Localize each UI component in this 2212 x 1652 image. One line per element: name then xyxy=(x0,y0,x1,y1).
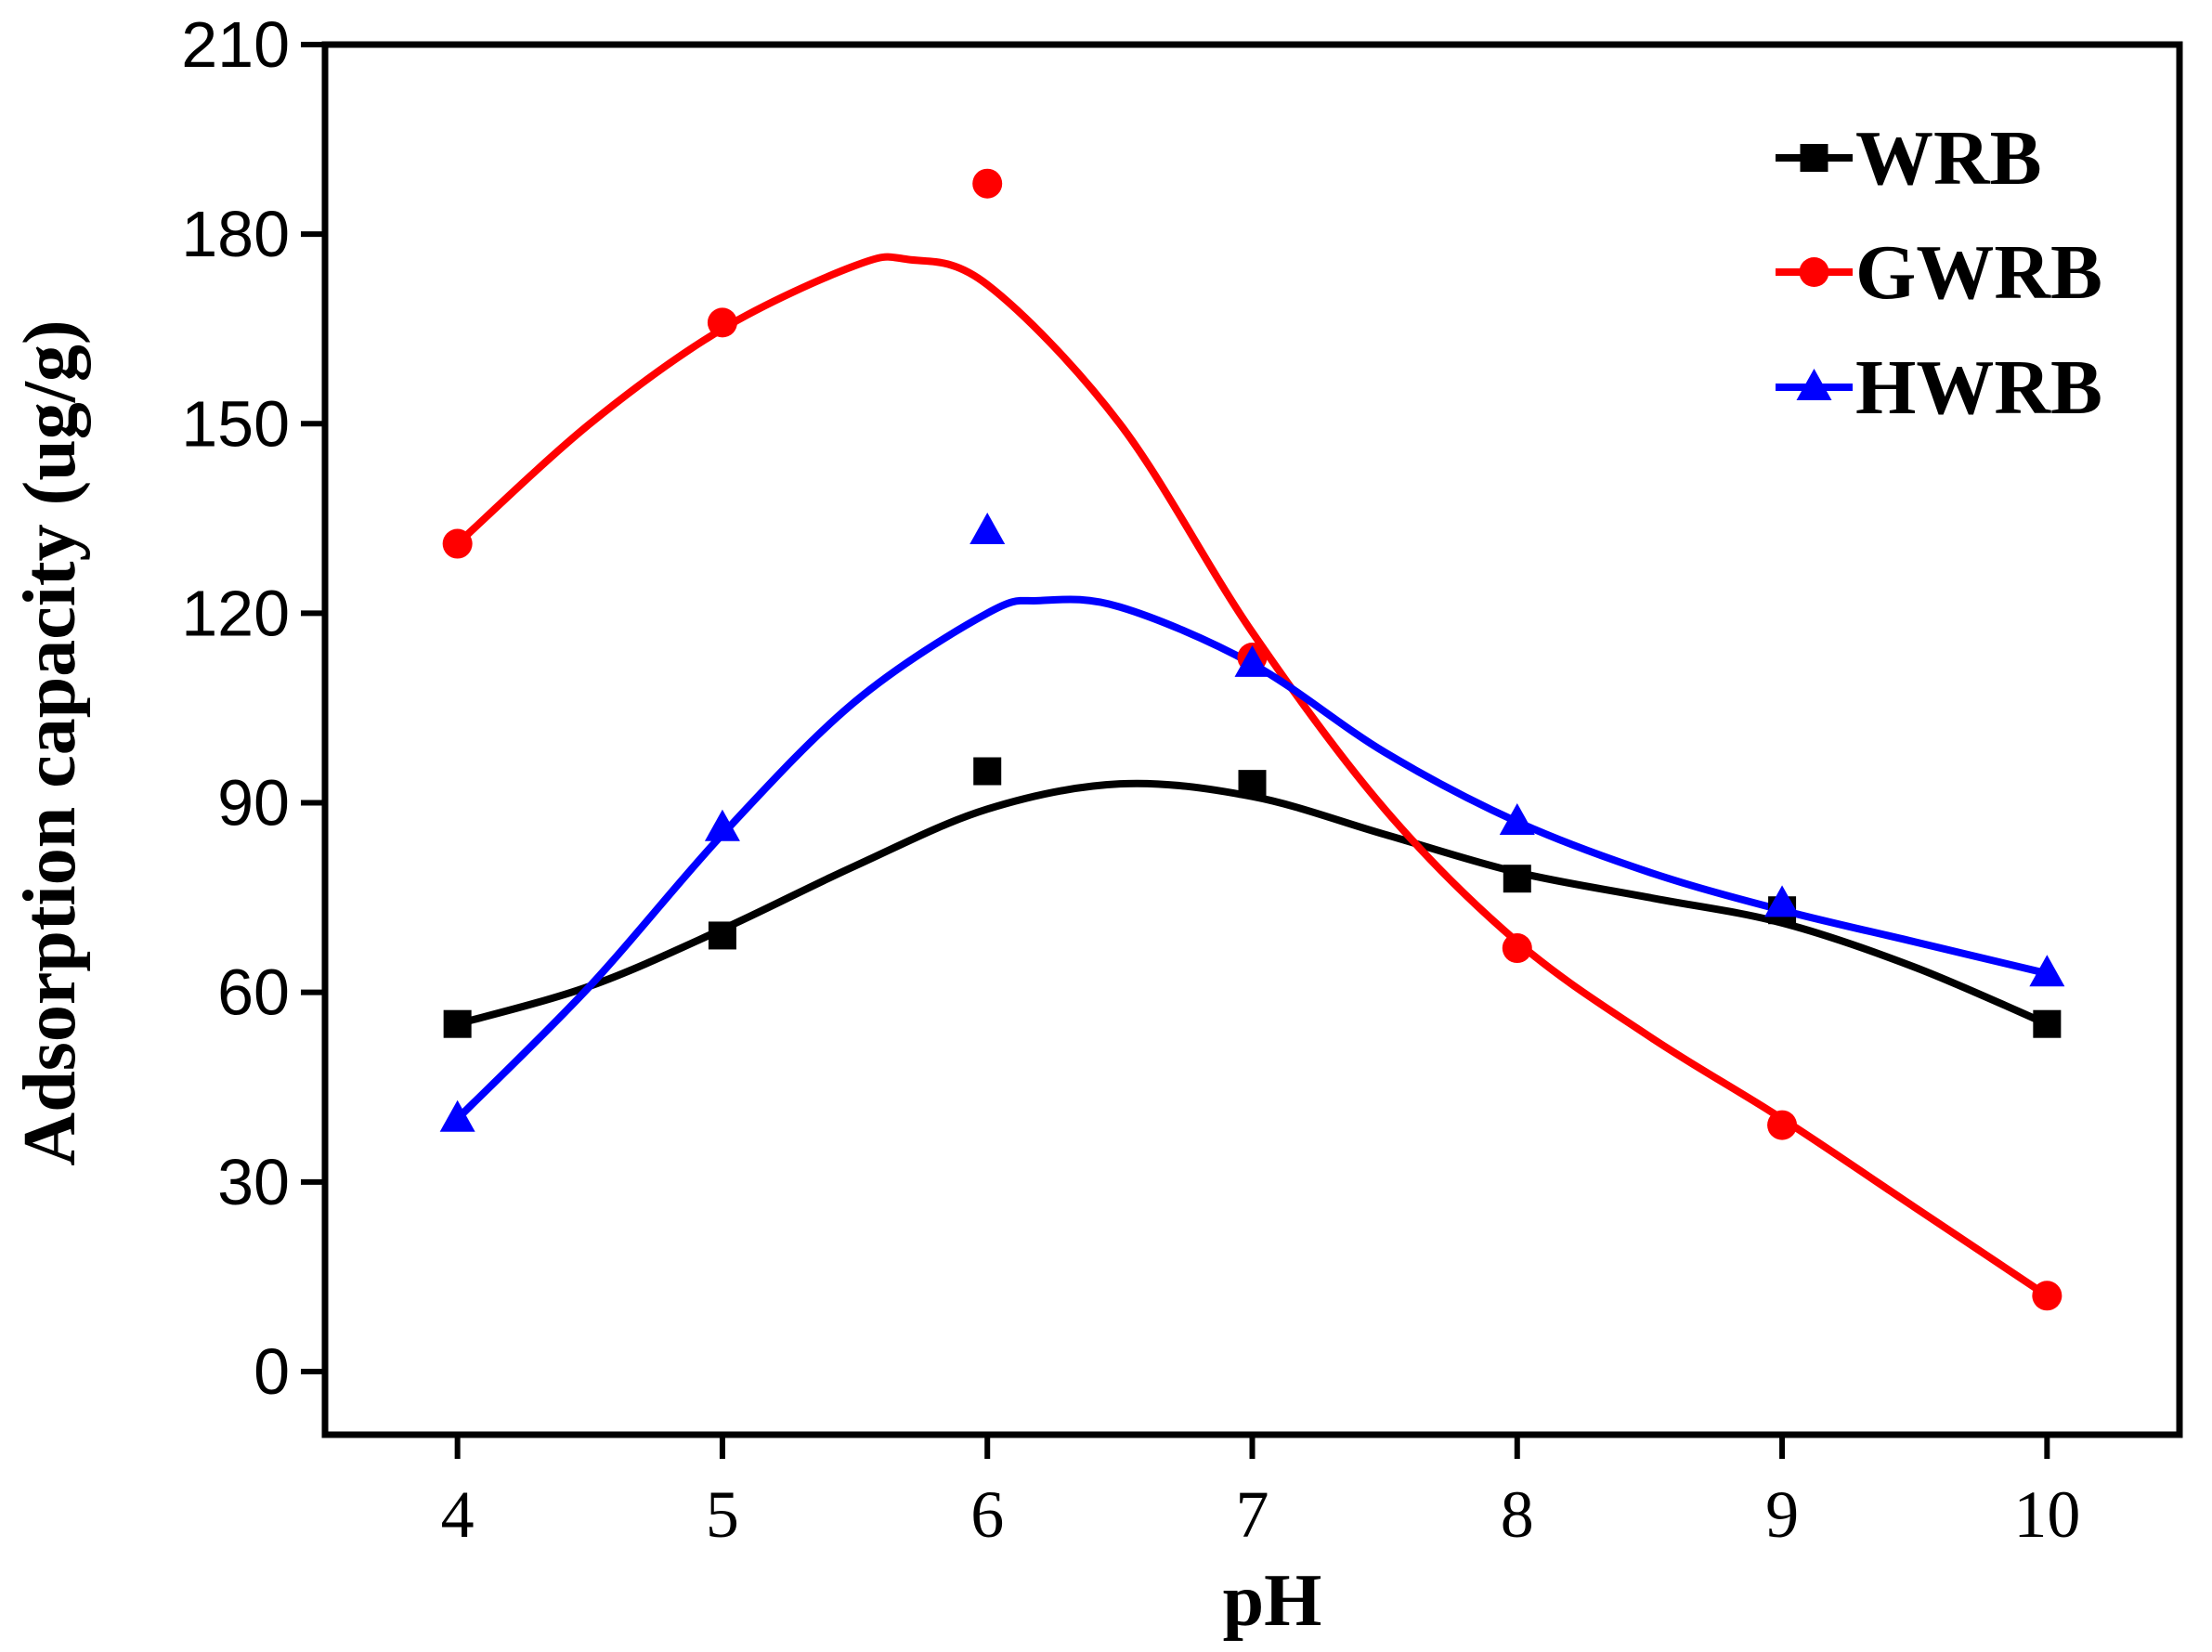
point-hwrb xyxy=(969,512,1006,544)
y-tick-label: 90 xyxy=(217,767,290,839)
point-wrb xyxy=(2033,1009,2062,1038)
legend-marker-hwrb xyxy=(1796,369,1832,400)
x-tick-label: 4 xyxy=(441,1477,475,1552)
x-tick-label: 9 xyxy=(1765,1477,1799,1552)
point-gwrb xyxy=(1767,1110,1798,1140)
x-tick-label: 5 xyxy=(706,1477,739,1552)
axis-ticks: 0 30 60 90 120 150 180 210 4 5 6 7 8 9 10 xyxy=(181,8,2080,1552)
point-wrb xyxy=(443,1009,472,1038)
y-tick-label: 180 xyxy=(181,198,290,270)
point-hwrb xyxy=(439,1099,475,1132)
data-markers xyxy=(439,168,2065,1311)
point-hwrb xyxy=(2029,955,2065,987)
point-wrb xyxy=(1503,865,1531,893)
y-tick-label: 210 xyxy=(181,8,290,81)
y-tick-label: 0 xyxy=(254,1335,290,1408)
point-gwrb xyxy=(442,528,473,559)
y-tick-label: 30 xyxy=(217,1146,290,1218)
point-gwrb xyxy=(972,168,1003,199)
point-hwrb xyxy=(704,809,740,841)
legend-marker-wrb xyxy=(1800,144,1828,172)
point-wrb xyxy=(973,757,1002,786)
point-hwrb xyxy=(1499,802,1535,835)
point-gwrb xyxy=(1502,933,1532,964)
y-tick-label: 120 xyxy=(181,577,290,649)
fit-line-hwrb xyxy=(453,595,2051,1123)
x-tick-label: 8 xyxy=(1501,1477,1534,1552)
point-hwrb xyxy=(1234,644,1270,677)
legend: WRB GWRB HWRB xyxy=(1776,115,2102,431)
point-gwrb xyxy=(707,307,737,338)
point-gwrb xyxy=(2032,1281,2062,1311)
legend-label-gwrb: GWRB xyxy=(1855,229,2102,316)
legend-label-hwrb: HWRB xyxy=(1855,345,2102,431)
y-tick-label: 60 xyxy=(217,956,290,1029)
legend-marker-gwrb xyxy=(1799,257,1829,287)
point-wrb xyxy=(708,921,736,950)
x-axis-title: pH xyxy=(1223,1560,1322,1642)
point-wrb xyxy=(1238,770,1267,799)
x-tick-label: 10 xyxy=(2013,1477,2080,1552)
y-axis-title: Adsorption capacity (ug/g) xyxy=(9,319,91,1165)
x-tick-label: 7 xyxy=(1236,1477,1269,1552)
x-tick-label: 6 xyxy=(970,1477,1004,1552)
y-tick-label: 150 xyxy=(181,387,290,460)
legend-label-wrb: WRB xyxy=(1855,115,2042,202)
fit-line-wrb xyxy=(453,779,2051,1028)
point-hwrb xyxy=(1764,885,1801,917)
